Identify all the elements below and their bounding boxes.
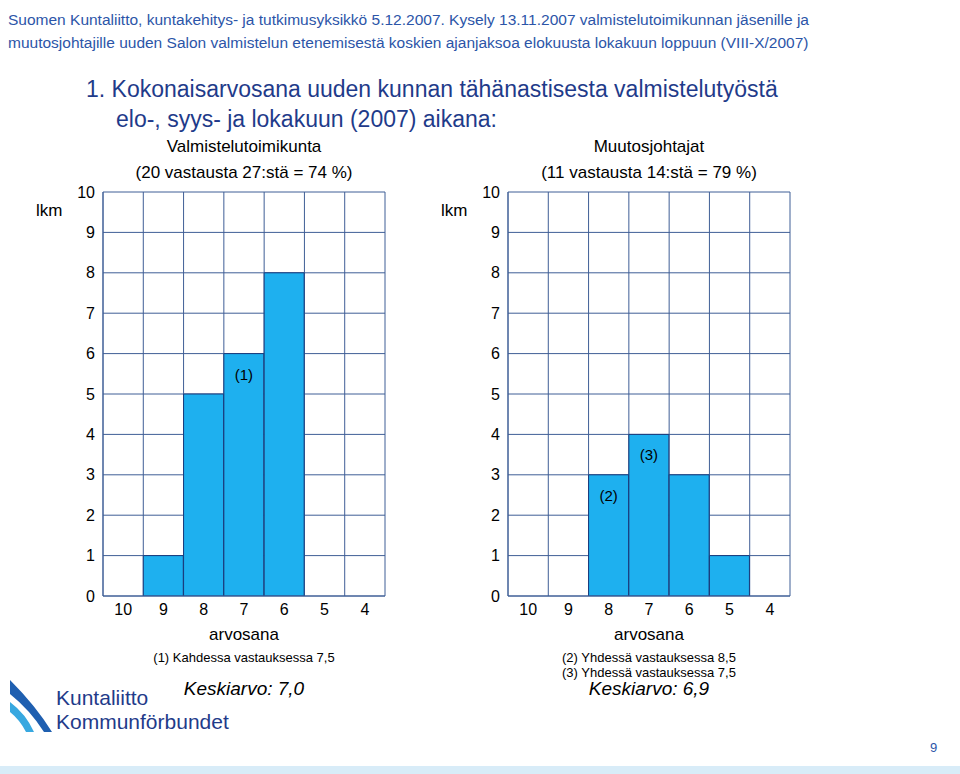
svg-text:6: 6	[491, 345, 500, 362]
html-text:Muutosjohtajat: Muutosjohtajat	[593, 137, 705, 156]
svg-text:9: 9	[159, 601, 168, 618]
svg-text:9: 9	[564, 601, 573, 618]
html-text:Kuntaliitto: Kuntaliitto	[56, 686, 149, 709]
svg-text:9: 9	[491, 224, 500, 241]
svg-text:2: 2	[491, 507, 500, 524]
svg-text:7: 7	[491, 305, 500, 322]
svg-text:4: 4	[765, 601, 774, 618]
svg-text:3: 3	[491, 466, 500, 483]
html-text:Keskiarvo: 7,0: Keskiarvo: 7,0	[183, 678, 305, 699]
svg-text:arvosana: arvosana	[614, 625, 684, 644]
svg-text:8: 8	[86, 264, 95, 281]
svg-text:7: 7	[645, 601, 654, 618]
html-text:Valmistelutoimikunta: Valmistelutoimikunta	[166, 137, 322, 156]
svg-text:arvosana: arvosana	[209, 625, 279, 644]
svg-text:8: 8	[604, 601, 613, 618]
svg-text:6: 6	[86, 345, 95, 362]
svg-text:2: 2	[86, 507, 95, 524]
html-text:1. Kokonaisarvosana uuden kunn: 1. Kokonaisarvosana uuden kunnan tähänas…	[86, 76, 778, 102]
html-text:(3) Yhdessä vastauksessa 7,5: (3) Yhdessä vastauksessa 7,5	[562, 665, 736, 680]
html-text:(11 vastausta 14:stä = 79 %): (11 vastausta 14:stä = 79 %)	[541, 163, 757, 182]
svg-text:(3): (3)	[640, 446, 658, 463]
svg-text:3: 3	[86, 466, 95, 483]
html-text:elo-, syys- ja lokakuun (2007): elo-, syys- ja lokakuun (2007) aikana:	[116, 106, 497, 132]
html-text:(20 vastausta 27:stä = 74 %): (20 vastausta 27:stä = 74 %)	[135, 163, 353, 182]
svg-text:6: 6	[280, 601, 289, 618]
html-text:Suomen Kuntaliitto, kuntakehit: Suomen Kuntaliitto, kuntakehitys- ja tut…	[8, 11, 809, 28]
html-text:9: 9	[930, 740, 938, 755]
svg-text:1: 1	[86, 547, 95, 564]
svg-text:(2): (2)	[599, 487, 617, 504]
svg-text:8: 8	[199, 601, 208, 618]
svg-text:4: 4	[86, 426, 95, 443]
svg-text:7: 7	[240, 601, 249, 618]
svg-text:(1): (1)	[235, 366, 253, 383]
svg-text:0: 0	[491, 588, 500, 605]
svg-text:9: 9	[86, 224, 95, 241]
svg-text:5: 5	[320, 601, 329, 618]
svg-text:5: 5	[491, 386, 500, 403]
svg-text:5: 5	[86, 386, 95, 403]
html-text:Keskiarvo: 6,9: Keskiarvo: 6,9	[588, 678, 710, 699]
html-text:muutosjohtajille uuden Salon v: muutosjohtajille uuden Salon valmistelun…	[8, 34, 809, 51]
html-text:lkm: lkm	[441, 201, 468, 220]
html-text:lkm: lkm	[36, 201, 63, 220]
svg-text:7: 7	[86, 305, 95, 322]
html-text:(2) Yhdessä vastauksessa 8,5: (2) Yhdessä vastauksessa 8,5	[562, 650, 736, 665]
svg-text:10: 10	[482, 184, 500, 201]
svg-text:4: 4	[491, 426, 500, 443]
svg-text:4: 4	[360, 601, 369, 618]
svg-text:0: 0	[86, 588, 95, 605]
svg-text:8: 8	[491, 264, 500, 281]
svg-text:6: 6	[685, 601, 694, 618]
svg-text:1: 1	[491, 547, 500, 564]
svg-text:10: 10	[519, 601, 537, 618]
svg-text:5: 5	[725, 601, 734, 618]
html-text:Kommunförbundet: Kommunförbundet	[56, 710, 229, 733]
html-text:(1) Kahdessa vastauksessa 7,5: (1) Kahdessa vastauksessa 7,5	[153, 650, 335, 665]
svg-text:10: 10	[77, 184, 95, 201]
svg-text:10: 10	[114, 601, 132, 618]
